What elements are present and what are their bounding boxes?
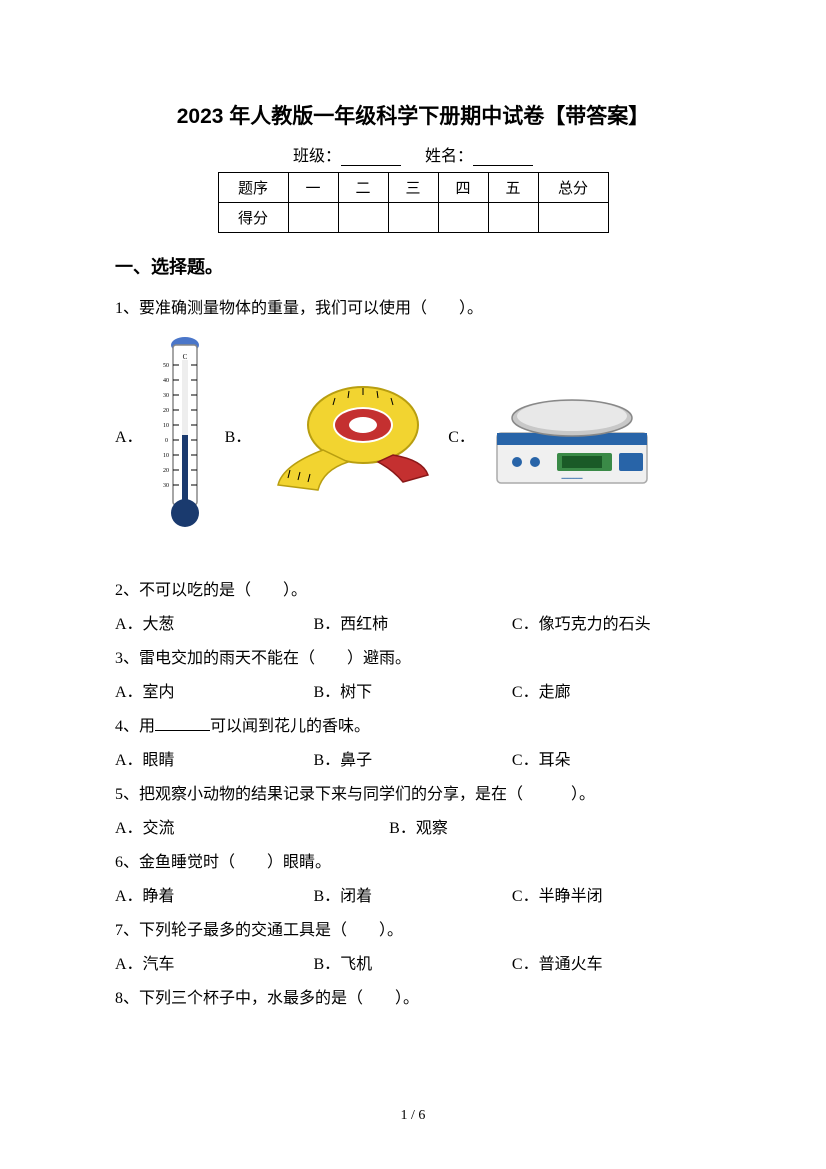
score-table: 题序 一 二 三 四 五 总分 得分 xyxy=(218,172,609,233)
options-row: A．室内 B．树下 C．走廊 xyxy=(115,677,711,709)
question-text: 8、下列三个杯子中，水最多的是（ ）。 xyxy=(115,983,711,1015)
class-name-row: 班级： 姓名： xyxy=(115,142,711,166)
score-cell xyxy=(538,203,608,233)
svg-text:30: 30 xyxy=(163,483,169,489)
name-blank xyxy=(473,165,533,166)
q4-before: 4、用 xyxy=(115,718,155,735)
option: A．睁着 xyxy=(115,881,313,913)
question-text: 6、金鱼睡觉时（ ）眼睛。 xyxy=(115,847,711,879)
q1-image-options: A． C 50 40 30 20 10 0 10 20 30 B． xyxy=(115,335,711,535)
option: A．眼睛 xyxy=(115,745,313,777)
option: B．树下 xyxy=(313,677,511,709)
digital-scale-icon: ━━━━━━━ xyxy=(487,378,657,493)
section-heading: 一、选择题。 xyxy=(115,253,711,279)
svg-text:C: C xyxy=(182,353,187,361)
option-label: C． xyxy=(448,423,475,447)
question-text: 1、要准确测量物体的重量，我们可以使用（ ）。 xyxy=(115,293,711,325)
option-label: B． xyxy=(225,423,252,447)
svg-text:30: 30 xyxy=(163,393,169,399)
question-text: 2、不可以吃的是（ ）。 xyxy=(115,575,711,607)
col-header: 五 xyxy=(488,173,538,203)
svg-text:40: 40 xyxy=(163,378,169,384)
score-cell xyxy=(438,203,488,233)
tape-measure-icon xyxy=(263,370,438,500)
option: C．耳朵 xyxy=(512,745,710,777)
options-row: A．大葱 B．西红柿 C．像巧克力的石头 xyxy=(115,609,711,641)
col-header: 二 xyxy=(338,173,388,203)
options-row: A．汽车 B．飞机 C．普通火车 xyxy=(115,949,711,981)
svg-text:50: 50 xyxy=(163,363,169,369)
option: A．交流 xyxy=(115,813,389,845)
col-header: 三 xyxy=(388,173,438,203)
svg-text:10: 10 xyxy=(163,453,169,459)
score-cell xyxy=(488,203,538,233)
row-label: 题序 xyxy=(218,173,288,203)
question-text: 7、下列轮子最多的交通工具是（ ）。 xyxy=(115,915,711,947)
option: C．走廊 xyxy=(512,677,710,709)
option: A．室内 xyxy=(115,677,313,709)
fill-blank xyxy=(155,730,210,731)
page-title: 2023 年人教版一年级科学下册期中试卷【带答案】 xyxy=(115,100,711,130)
table-row: 得分 xyxy=(218,203,608,233)
svg-text:20: 20 xyxy=(163,468,169,474)
thermometer-icon: C 50 40 30 20 10 0 10 20 30 xyxy=(155,335,215,535)
class-label: 班级： xyxy=(293,148,341,165)
options-row: A．交流 B．观察 xyxy=(115,813,711,845)
option: B．闭着 xyxy=(313,881,511,913)
option-label: A． xyxy=(115,423,143,447)
options-row: A．眼睛 B．鼻子 C．耳朵 xyxy=(115,745,711,777)
score-cell xyxy=(288,203,338,233)
question-text: 4、用 可以闻到花儿的香味。 xyxy=(115,711,711,743)
option: B．观察 xyxy=(389,813,711,845)
option: C．半睁半闭 xyxy=(512,881,710,913)
name-label: 姓名： xyxy=(425,148,473,165)
option: C．普通火车 xyxy=(512,949,710,981)
score-cell xyxy=(388,203,438,233)
options-row: A．睁着 B．闭着 C．半睁半闭 xyxy=(115,881,711,913)
option: A．大葱 xyxy=(115,609,313,641)
option: B．西红柿 xyxy=(313,609,511,641)
svg-text:0: 0 xyxy=(165,438,168,444)
class-blank xyxy=(341,165,401,166)
page-footer: 1 / 6 xyxy=(0,1108,826,1124)
question-text: 3、雷电交加的雨天不能在（ ）避雨。 xyxy=(115,643,711,675)
option: A．汽车 xyxy=(115,949,313,981)
row-label: 得分 xyxy=(218,203,288,233)
option: C．像巧克力的石头 xyxy=(512,609,710,641)
option: B．飞机 xyxy=(313,949,511,981)
question-text: 5、把观察小动物的结果记录下来与同学们的分享，是在（ ）。 xyxy=(115,779,711,811)
svg-text:10: 10 xyxy=(163,423,169,429)
svg-text:20: 20 xyxy=(163,408,169,414)
table-row: 题序 一 二 三 四 五 总分 xyxy=(218,173,608,203)
col-header: 一 xyxy=(288,173,338,203)
option: B．鼻子 xyxy=(313,745,511,777)
svg-text:━━━━━━━: ━━━━━━━ xyxy=(560,477,583,482)
col-header: 总分 xyxy=(538,173,608,203)
col-header: 四 xyxy=(438,173,488,203)
q4-after: 可以闻到花儿的香味。 xyxy=(210,718,370,735)
score-cell xyxy=(338,203,388,233)
